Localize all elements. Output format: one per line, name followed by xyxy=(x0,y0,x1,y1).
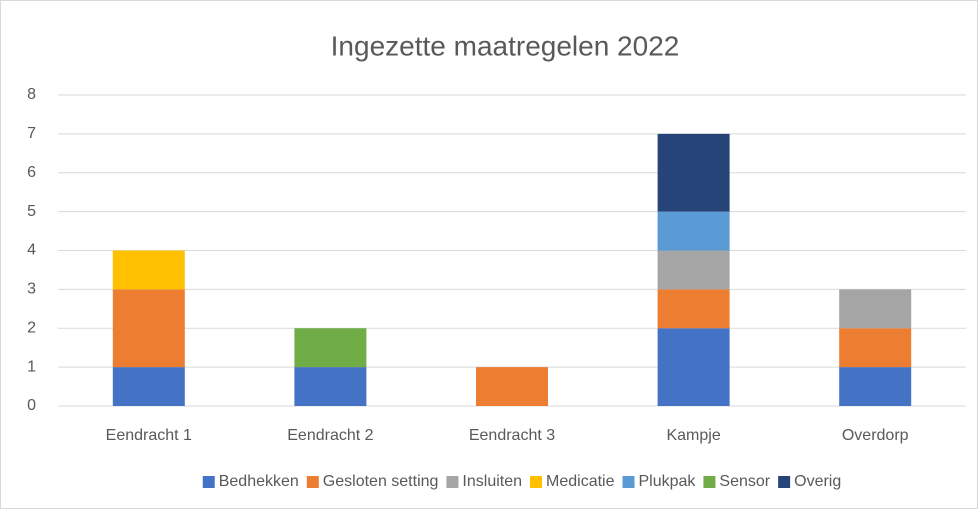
y-tick-label: 8 xyxy=(27,86,36,103)
legend-label: Sensor xyxy=(719,473,770,490)
bar-segment xyxy=(657,211,730,251)
bar-segment xyxy=(657,250,730,290)
bar-segment xyxy=(294,328,367,368)
legend-label: Gesloten setting xyxy=(323,473,439,490)
legend-swatch xyxy=(306,476,319,488)
bar-segment xyxy=(112,250,185,290)
y-tick-label: 5 xyxy=(27,203,36,220)
bar-segment xyxy=(112,367,185,406)
legend-label: Bedhekken xyxy=(219,473,299,490)
bar-segment xyxy=(839,367,912,406)
bar-segment xyxy=(839,289,912,329)
legend-label: Plukpak xyxy=(639,473,697,490)
legend-swatch xyxy=(778,476,791,488)
bar-segment xyxy=(657,328,730,406)
legend-label: Medicatie xyxy=(546,473,615,490)
bar-segment xyxy=(657,133,730,212)
y-tick-label: 7 xyxy=(27,125,36,142)
legend-swatch xyxy=(703,476,716,488)
y-tick-label: 1 xyxy=(27,358,36,375)
legend-swatch xyxy=(530,476,543,488)
x-tick-label: Eendracht 3 xyxy=(469,427,555,444)
y-tick-label: 2 xyxy=(27,319,36,336)
bar-segment xyxy=(839,328,912,368)
y-tick-label: 4 xyxy=(27,242,36,259)
legend-label: Overig xyxy=(794,473,841,490)
chart-title: Ingezette maatregelen 2022 xyxy=(331,30,680,61)
legend-label: Insluiten xyxy=(462,473,522,490)
legend-swatch xyxy=(622,476,635,488)
x-tick-label: Kampje xyxy=(666,427,720,444)
y-tick-label: 6 xyxy=(27,164,36,181)
legend-swatch xyxy=(446,476,459,488)
x-tick-label: Overdorp xyxy=(842,427,909,444)
legend-swatch xyxy=(202,476,215,488)
bar-segment xyxy=(657,289,730,329)
bar-segment xyxy=(476,367,548,406)
y-tick-label: 0 xyxy=(27,397,36,414)
x-tick-label: Eendracht 1 xyxy=(106,427,192,444)
bar-segment xyxy=(294,367,367,406)
x-tick-label: Eendracht 2 xyxy=(287,427,373,444)
y-tick-label: 3 xyxy=(27,281,36,298)
bar-segment xyxy=(112,289,185,368)
